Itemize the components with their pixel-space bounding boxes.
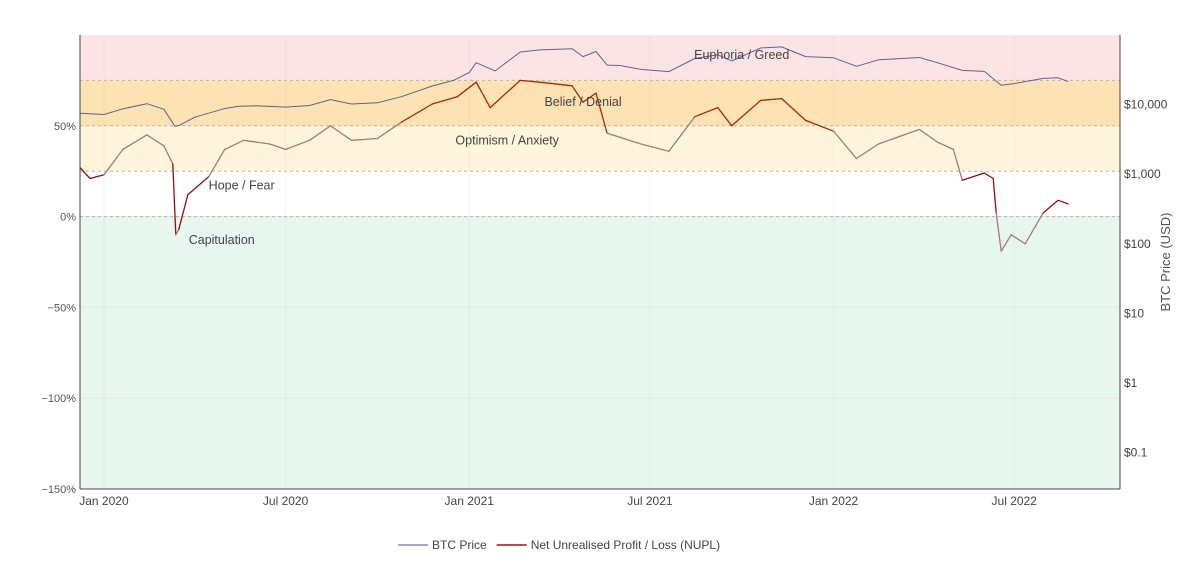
y-left-tick-label: −150% (41, 484, 76, 496)
nupl-line-segment (431, 96, 458, 105)
nupl-line-segment (571, 85, 584, 103)
zone-band (80, 171, 1120, 217)
zone-band (80, 216, 1120, 489)
nupl-line-segment (952, 148, 963, 181)
nupl-line-segment (146, 134, 165, 147)
y-right-tick-label: $10,000 (1124, 98, 1168, 112)
legend-item-nupl[interactable]: Net Unrealised Profit / Loss (NUPL) (496, 538, 720, 552)
zone-label: Euphoria / Greed (694, 48, 789, 62)
zones-layer (80, 35, 1120, 489)
y-right-tick-label: $1,000 (1124, 167, 1161, 181)
nupl-line-segment (936, 141, 954, 151)
btc-price-line (79, 46, 1069, 127)
nupl-line-segment (208, 148, 226, 178)
legend[interactable]: BTC Price Net Unrealised Profit / Loss (N… (398, 538, 720, 552)
nupl-line-segment (329, 125, 353, 141)
nupl-line-segment (640, 143, 670, 152)
legend-item-btc-price[interactable]: BTC Price (398, 538, 487, 552)
y-left-tick-label: −50% (48, 302, 77, 314)
nupl-line-segment (731, 99, 762, 127)
nupl-line-segment (187, 175, 210, 196)
nupl-line-segment (122, 134, 148, 151)
nupl-line-segment (243, 139, 271, 145)
nupl-line-segment (717, 106, 733, 127)
legend-label: BTC Price (432, 538, 487, 552)
nupl-line-segment (1000, 234, 1012, 252)
nupl-line-segment (489, 79, 521, 109)
nupl-line-segment (595, 92, 608, 134)
nupl-line-segment (983, 172, 994, 180)
nupl-line-segment (582, 92, 597, 103)
zone-band (80, 35, 1120, 81)
x-tick-label: Jan 2022 (809, 494, 859, 508)
x-tick-label: Jan 2021 (445, 494, 495, 508)
x-tick-label: Jan 2020 (79, 494, 129, 508)
nupl-line-segment (694, 106, 719, 118)
y-left-tick-label: −100% (41, 393, 76, 405)
nupl-line-segment (350, 137, 379, 141)
y-right-tick-label: $1 (1124, 376, 1138, 390)
nupl-line-segment (268, 143, 287, 151)
zone-label: Hope / Fear (209, 179, 275, 193)
nupl-line-segment (804, 119, 835, 132)
nupl-line-segment (376, 121, 403, 140)
nupl-line-segment (163, 145, 174, 165)
legend-label: Net Unrealised Profit / Loss (NUPL) (531, 538, 720, 552)
nupl-line-segment (103, 148, 124, 176)
y-left-tick-label: 0% (60, 212, 76, 224)
nupl-line-segment (877, 128, 921, 145)
nupl-line-segment (995, 212, 1002, 252)
nupl-line-segment (519, 79, 541, 83)
zone-label: Capitulation (189, 233, 255, 247)
grid-layer (80, 35, 1120, 490)
nupl-line-segment (308, 125, 332, 141)
nupl-line-segment (284, 139, 311, 151)
nupl-line-segment (918, 128, 939, 143)
nupl-line-segment (475, 81, 491, 109)
nupl-line-segment (172, 163, 177, 236)
nupl-line-segment (89, 174, 105, 180)
x-tick-label: Jul 2021 (627, 494, 673, 508)
zone-band (80, 125, 1120, 172)
zone-band (80, 80, 1120, 126)
nupl-line-segment (400, 103, 433, 123)
nupl-line-segment (456, 81, 477, 98)
y-right-tick-label: $0.1 (1124, 446, 1148, 460)
series-layer (79, 46, 1069, 252)
nupl-line-segment (1010, 234, 1026, 245)
zone-labels-layer: Euphoria / Greed Belief / Denial Optimism … (189, 48, 790, 247)
nupl-line-segment (992, 177, 997, 214)
y-right-axis-title: BTC Price (USD) (1158, 213, 1173, 312)
nupl-line-segment (781, 97, 807, 122)
y-left-tick-label: 50% (54, 121, 76, 133)
nupl-line-segment (79, 166, 91, 180)
nupl-line-segment (832, 130, 858, 160)
nupl-line-segment (606, 132, 642, 145)
nupl-line-segment (539, 81, 573, 87)
nupl-line-segment (175, 228, 180, 236)
nupl-line-segment (760, 97, 783, 102)
nupl-line-segment (855, 143, 880, 160)
axes-layer: 50% 0% −50% −100% −150% $0.1 $1 $10 $100 $1,000 $1… (41, 35, 1173, 508)
zone-label: Belief / Denial (544, 95, 621, 109)
x-tick-label: Jul 2020 (263, 494, 309, 508)
nupl-line-segment (668, 116, 696, 152)
nupl-line-segment (178, 194, 189, 230)
zone-label: Optimism / Anxiety (455, 133, 559, 147)
y-right-tick-label: $10 (1124, 306, 1144, 320)
nupl-line-segment (1042, 199, 1059, 214)
y-right-tick-label: $100 (1124, 237, 1151, 251)
nupl-line-segment (961, 172, 985, 181)
nupl-line-segment (1024, 212, 1044, 245)
nupl-line-segment (224, 139, 245, 151)
x-tick-label: Jul 2022 (992, 494, 1038, 508)
nupl-line-segment (1057, 199, 1069, 205)
